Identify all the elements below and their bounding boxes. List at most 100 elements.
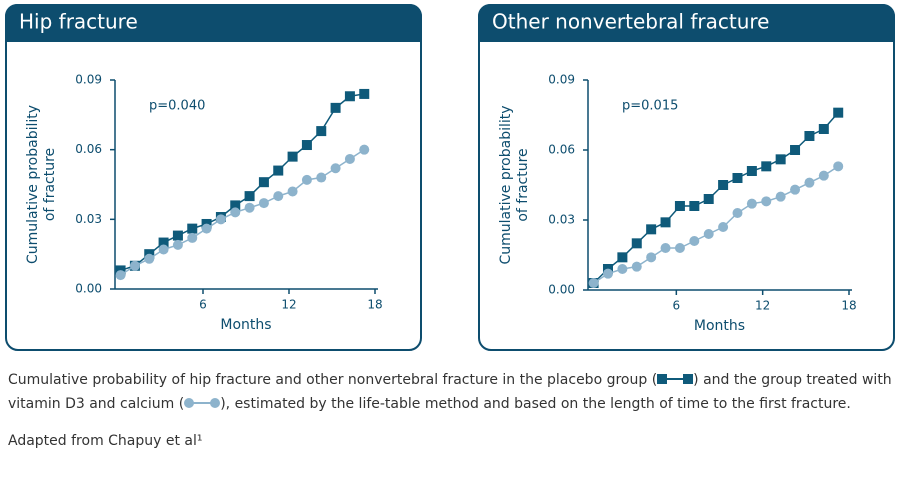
point bbox=[674, 201, 685, 211]
annotation: p=0.040 bbox=[149, 99, 205, 114]
panel-header bbox=[478, 4, 895, 42]
point bbox=[818, 124, 829, 134]
point bbox=[703, 194, 714, 204]
point bbox=[660, 217, 671, 228]
point bbox=[273, 165, 284, 176]
point bbox=[689, 201, 700, 211]
point bbox=[746, 198, 757, 209]
point bbox=[316, 126, 327, 137]
point bbox=[790, 145, 801, 155]
charts: Hip fracture 0.00 0.03 0.06 0.09 6 12 18 Months C… bbox=[5, 4, 895, 351]
panel-frame bbox=[5, 4, 422, 351]
point bbox=[115, 270, 126, 281]
y-tick-label: 0.09 bbox=[548, 73, 575, 87]
point bbox=[244, 191, 255, 202]
point bbox=[287, 151, 298, 162]
point bbox=[187, 223, 198, 234]
point bbox=[187, 232, 198, 243]
panel-frame bbox=[478, 4, 895, 351]
point bbox=[790, 184, 801, 195]
point bbox=[230, 207, 241, 218]
y-axis-label: Cumulative probability bbox=[498, 105, 514, 264]
point bbox=[818, 170, 829, 181]
caption-text: ), estimated by the life-table method an… bbox=[220, 396, 851, 412]
point bbox=[631, 238, 642, 249]
point bbox=[344, 153, 355, 164]
point bbox=[359, 144, 370, 155]
point bbox=[301, 174, 312, 185]
point bbox=[301, 140, 312, 151]
point bbox=[617, 252, 628, 263]
point bbox=[588, 278, 599, 288]
point bbox=[359, 88, 370, 99]
y-tick-label: 0.00 bbox=[548, 283, 575, 297]
point bbox=[144, 253, 155, 264]
point bbox=[158, 237, 169, 248]
point bbox=[646, 252, 657, 263]
point bbox=[172, 239, 183, 250]
point bbox=[129, 260, 140, 271]
point bbox=[330, 163, 341, 174]
point bbox=[215, 214, 226, 225]
panel-title: Other nonvertebral fracture bbox=[492, 10, 769, 34]
point bbox=[617, 264, 628, 274]
y-axis-label: of fracture bbox=[42, 148, 58, 221]
caption: Cumulative probability of hip fracture a… bbox=[8, 368, 892, 416]
point bbox=[258, 198, 269, 209]
point bbox=[273, 191, 284, 202]
y-tick-label: 0.06 bbox=[75, 142, 102, 156]
point bbox=[330, 102, 341, 113]
annotation: p=0.015 bbox=[622, 99, 678, 114]
x-tick-label: 6 bbox=[673, 299, 681, 313]
point bbox=[316, 172, 327, 183]
point bbox=[718, 180, 729, 190]
point bbox=[674, 243, 685, 253]
caption-text: Cumulative probability of hip fracture a… bbox=[8, 372, 658, 388]
y-tick-label: 0.09 bbox=[75, 73, 102, 87]
point bbox=[718, 222, 729, 232]
y-tick-label: 0.03 bbox=[548, 213, 575, 227]
point bbox=[833, 161, 844, 172]
y-tick-label: 0.03 bbox=[75, 212, 102, 226]
point bbox=[244, 202, 255, 213]
point bbox=[344, 91, 355, 102]
point bbox=[761, 196, 772, 207]
source: Adapted from Chapuy et al¹ bbox=[8, 433, 203, 449]
point bbox=[833, 107, 844, 118]
y-axis-label: Cumulative probability bbox=[25, 105, 41, 264]
point bbox=[689, 236, 700, 246]
point bbox=[602, 268, 613, 279]
legend-icon-placebo bbox=[657, 374, 694, 384]
point bbox=[631, 261, 642, 272]
y-tick-label: 0.06 bbox=[548, 143, 575, 157]
x-tick-label: 6 bbox=[199, 298, 207, 312]
caption-text: ) and the group treated with vitamin D3 … bbox=[8, 372, 892, 412]
point bbox=[703, 229, 714, 239]
x-tick-label: 18 bbox=[841, 299, 856, 313]
point bbox=[287, 186, 298, 197]
point bbox=[732, 208, 743, 218]
point bbox=[172, 230, 183, 241]
point bbox=[660, 243, 671, 253]
point bbox=[775, 154, 786, 165]
point bbox=[158, 244, 169, 255]
point bbox=[746, 166, 757, 176]
panel-header bbox=[5, 4, 422, 42]
x-tick-label: 12 bbox=[755, 299, 770, 313]
legend-icon-treated bbox=[184, 398, 221, 408]
point bbox=[804, 131, 815, 141]
point bbox=[201, 223, 212, 234]
y-tick-label: 0.00 bbox=[75, 282, 102, 296]
point bbox=[646, 224, 657, 235]
point bbox=[732, 173, 743, 183]
x-axis-label: Months bbox=[220, 317, 271, 333]
x-axis-label: Months bbox=[694, 318, 745, 334]
panel-title: Hip fracture bbox=[19, 10, 138, 34]
point bbox=[258, 177, 269, 188]
y-axis-label: of fracture bbox=[515, 148, 531, 221]
point bbox=[804, 177, 815, 188]
point bbox=[761, 161, 772, 172]
x-tick-label: 18 bbox=[367, 298, 382, 312]
point bbox=[230, 200, 241, 211]
